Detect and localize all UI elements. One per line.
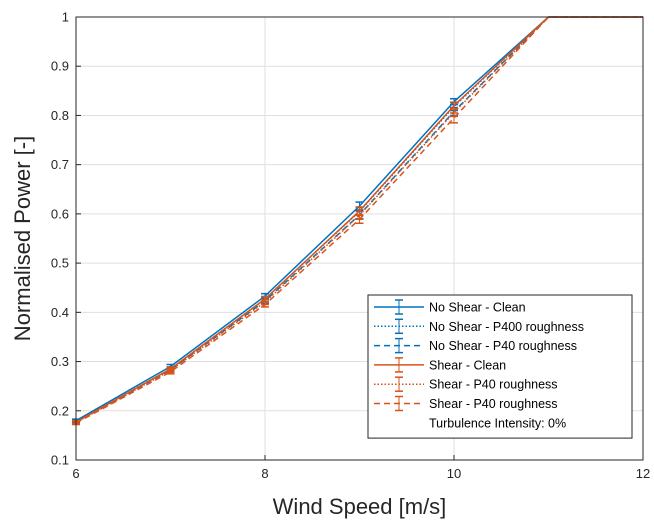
legend-label: No Shear - P40 roughness [429,339,577,353]
legend-item: No Shear - P40 roughness [374,337,577,354]
y-tick-label: 0.7 [51,157,69,172]
y-tick-label: 0.9 [51,59,69,74]
legend-label: Shear - P40 roughness [429,397,558,411]
x-tick-label: 6 [72,466,79,481]
legend-items: No Shear - Clean No Shear - P400 roughnes… [374,299,584,412]
x-tick-label: 8 [261,466,268,481]
legend-label: No Shear - Clean [429,301,526,315]
legend-annotation: Turbulence Intensity: 0% [429,416,566,430]
legend: No Shear - Clean No Shear - P400 roughnes… [367,294,633,439]
legend-item: No Shear - Clean [374,299,526,315]
y-axis-label: Normalised Power [-] [10,136,35,341]
legend-item: Shear - Clean [374,357,506,373]
tick-labels: 6 8 10 12 0.1 0.2 0.3 0.4 0.5 0.6 0.7 0.8 0.9 1 [51,10,650,482]
y-tick-label: 0.3 [51,354,69,369]
y-tick-label: 0.4 [51,305,69,320]
legend-item: No Shear - P400 roughness [374,318,584,335]
legend-label: Shear - P40 roughness [429,378,558,392]
y-tick-label: 0.2 [51,403,69,418]
y-tick-label: 0.8 [51,108,69,123]
legend-item: Shear - P40 roughness [374,376,558,392]
legend-label: Shear - Clean [429,358,506,372]
y-tick-label: 1 [62,10,69,25]
legend-box [367,294,633,439]
legend-label: No Shear - P400 roughness [429,320,584,334]
y-tick-label: 0.5 [51,256,69,271]
x-axis-label: Wind Speed [m/s] [273,494,447,519]
x-tick-label: 10 [447,466,461,481]
y-tick-label: 0.6 [51,206,69,221]
x-tick-label: 12 [636,466,650,481]
y-tick-label: 0.1 [51,453,69,468]
plot-frame [75,16,644,461]
legend-item: Shear - P40 roughness [374,395,558,412]
